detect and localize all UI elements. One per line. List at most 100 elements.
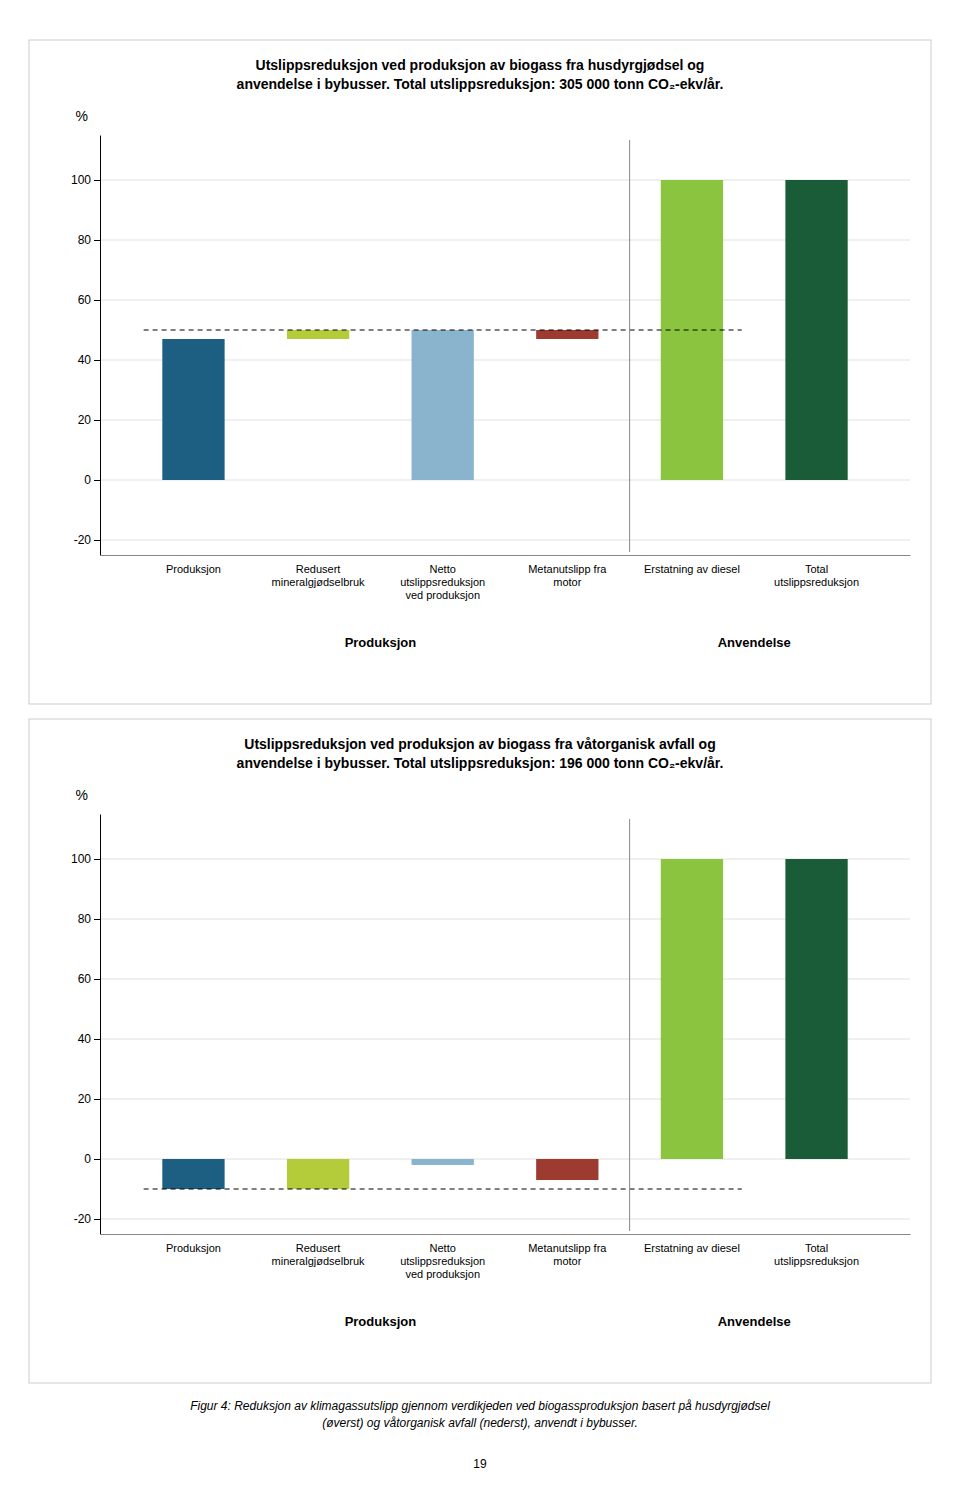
text-line: utslippsreduksjon	[400, 576, 485, 588]
text-line: motor	[553, 576, 581, 588]
y-tick-mark	[94, 1099, 100, 1100]
x-tick: Redusertmineralgjødselbruk	[272, 555, 365, 588]
x-tick-label: Redusertmineralgjødselbruk	[272, 563, 365, 588]
y-tick-label: 60	[78, 293, 92, 307]
x-tick-label: Nettoutslippsreduksjonved produksjon	[400, 563, 485, 601]
y-tick-mark	[94, 240, 100, 241]
bar	[412, 1159, 474, 1165]
page-number: 19	[473, 1457, 487, 1471]
text-line: ved produksjon	[405, 589, 480, 601]
text-line: (øverst) og våtorganisk avfall (nederst)…	[322, 1416, 638, 1430]
y-tick-label: 80	[78, 912, 92, 926]
y-tick: -20	[74, 533, 100, 547]
x-axis-line	[101, 555, 911, 556]
section-divider	[629, 819, 630, 1231]
y-tick-mark	[94, 180, 100, 181]
text-line: Total	[805, 1242, 828, 1254]
y-tick-label: 20	[78, 1092, 92, 1106]
page: Utslippsreduksjon ved produksjon av biog…	[0, 0, 960, 1492]
chart-title: Utslippsreduksjon ved produksjon av biog…	[237, 57, 724, 92]
bar	[785, 859, 847, 1159]
reference-line	[144, 330, 742, 331]
y-tick-label: 0	[84, 1152, 91, 1166]
y-tick: 40	[78, 353, 100, 367]
y-tick: 20	[78, 1092, 100, 1106]
text-line: motor	[553, 1255, 581, 1267]
section-divider	[629, 140, 630, 552]
y-axis: -20020406080100	[71, 136, 101, 556]
text-line: anvendelse i bybusser. Total utslippsred…	[237, 76, 724, 92]
y-axis-label: %	[76, 108, 88, 124]
y-tick: 60	[78, 293, 100, 307]
x-axis-line	[101, 1234, 911, 1235]
y-axis-line	[100, 136, 101, 556]
y-tick-label: 0	[84, 473, 91, 487]
x-tick: Erstatning av diesel	[644, 555, 740, 575]
x-tick-label: Nettoutslippsreduksjonved produksjon	[400, 1242, 485, 1280]
y-tick-label: 100	[71, 852, 91, 866]
chart: Utslippsreduksjon ved produksjon av biog…	[29, 719, 931, 1383]
grid	[100, 180, 910, 540]
grid	[100, 859, 910, 1219]
y-tick-mark	[94, 979, 100, 980]
bar	[162, 1159, 224, 1189]
chart-box	[29, 719, 931, 1383]
y-tick-label: -20	[74, 533, 92, 547]
x-tick-label: Metanutslipp framotor	[528, 1242, 607, 1267]
text-line: Utslippsreduksjon ved produksjon av biog…	[244, 736, 715, 752]
text-line: Produksjon	[166, 1242, 221, 1254]
y-tick-label: -20	[74, 1212, 92, 1226]
x-tick: Nettoutslippsreduksjonved produksjon	[400, 1234, 485, 1280]
bar	[162, 339, 224, 480]
text-line: Utslippsreduksjon ved produksjon av biog…	[256, 57, 705, 73]
y-tick: 20	[78, 413, 100, 427]
y-tick-mark	[94, 919, 100, 920]
text-line: Produksjon	[166, 563, 221, 575]
x-tick-label: Totalutslippsreduksjon	[774, 1242, 859, 1267]
x-tick-label: Produksjon	[166, 563, 221, 575]
y-tick-label: 40	[78, 353, 92, 367]
text-line: Redusert	[296, 563, 341, 575]
x-tick-label: Produksjon	[166, 1242, 221, 1254]
section-label: Anvendelse	[718, 635, 791, 650]
bar	[287, 1159, 349, 1189]
y-tick-mark	[94, 480, 100, 481]
text-line: utslippsreduksjon	[774, 576, 859, 588]
x-tick: Totalutslippsreduksjon	[774, 1234, 859, 1267]
bar	[536, 1159, 598, 1180]
y-tick-mark	[94, 1159, 100, 1160]
x-tick-label: Erstatning av diesel	[644, 1242, 740, 1254]
text-line: utslippsreduksjon	[774, 1255, 859, 1267]
x-axis: Produksjon Redusertmineralgjødselbruk Nett…	[101, 555, 911, 601]
grid-line	[100, 1219, 910, 1220]
text-line: Erstatning av diesel	[644, 563, 740, 575]
chart-box	[29, 40, 931, 704]
chart-title: Utslippsreduksjon ved produksjon av biog…	[237, 736, 724, 771]
x-tick-label: Erstatning av diesel	[644, 563, 740, 575]
y-tick: 0	[84, 1152, 100, 1166]
y-axis-line	[100, 815, 101, 1235]
caption: Figur 4: Reduksjon av klimagassutslipp g…	[190, 1399, 770, 1430]
x-tick: Totalutslippsreduksjon	[774, 555, 859, 588]
x-tick: Produksjon	[166, 1234, 221, 1254]
y-tick: 80	[78, 233, 100, 247]
bar	[785, 180, 847, 480]
y-tick: -20	[74, 1212, 100, 1226]
y-tick-mark	[94, 1039, 100, 1040]
y-tick-label: 80	[78, 233, 92, 247]
text-line: Metanutslipp fra	[528, 1242, 607, 1254]
y-tick: 100	[71, 852, 100, 866]
y-tick-mark	[94, 300, 100, 301]
chart: Utslippsreduksjon ved produksjon av biog…	[29, 40, 931, 704]
y-axis-label: %	[76, 787, 88, 803]
x-axis: ProduksjonRedusertmineralgjødselbrukNett…	[101, 1234, 911, 1280]
text-line: Total	[805, 563, 828, 575]
y-tick-mark	[94, 859, 100, 860]
x-tick: Erstatning av diesel	[644, 1234, 740, 1254]
grid-line	[100, 540, 910, 541]
text-line: Metanutslipp fra	[528, 563, 607, 575]
reference-line	[144, 1189, 742, 1190]
x-tick: Produksjon	[166, 555, 221, 575]
section-label: Produksjon	[345, 635, 417, 650]
y-tick-label: 20	[78, 413, 92, 427]
